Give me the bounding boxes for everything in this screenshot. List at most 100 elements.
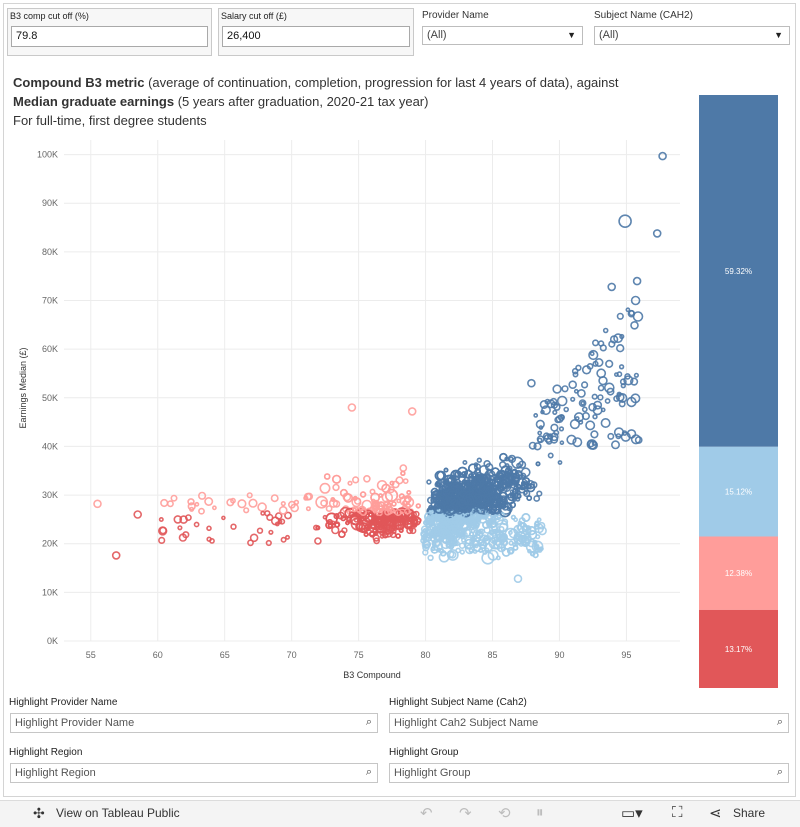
scatter-point[interactable] xyxy=(546,399,556,409)
scatter-point[interactable] xyxy=(453,503,462,512)
scatter-point[interactable] xyxy=(526,495,533,501)
scatter-point[interactable] xyxy=(451,527,457,533)
scatter-point[interactable] xyxy=(613,427,625,438)
scatter-point[interactable] xyxy=(490,521,498,528)
scatter-point[interactable] xyxy=(459,516,466,523)
scatter-point[interactable] xyxy=(204,496,214,506)
scatter-point[interactable] xyxy=(512,487,519,495)
scatter-point[interactable] xyxy=(448,496,457,505)
scatter-point[interactable] xyxy=(178,533,188,542)
scatter-point[interactable] xyxy=(537,430,543,436)
scatter-point[interactable] xyxy=(526,525,537,536)
scatter-point[interactable] xyxy=(398,527,404,533)
scatter-point[interactable] xyxy=(600,417,611,428)
scatter-point[interactable] xyxy=(386,517,397,528)
scatter-point[interactable] xyxy=(586,439,595,448)
scatter-point[interactable] xyxy=(369,531,376,538)
scatter-point[interactable] xyxy=(592,360,599,367)
scatter-point[interactable] xyxy=(256,527,264,534)
scatter-point[interactable] xyxy=(652,229,662,238)
scatter-point[interactable] xyxy=(158,526,168,536)
scatter-point[interactable] xyxy=(533,412,539,418)
scatter-point[interactable] xyxy=(466,506,473,513)
scatter-point[interactable] xyxy=(616,312,624,320)
scatter-point[interactable] xyxy=(630,320,639,330)
scatter-point[interactable] xyxy=(347,403,357,412)
scatter-point[interactable] xyxy=(630,434,642,445)
scatter-point[interactable] xyxy=(429,513,438,522)
scatter-point[interactable] xyxy=(633,372,640,378)
scatter-point[interactable] xyxy=(423,520,429,526)
scatter-point[interactable] xyxy=(626,396,637,408)
scatter-point[interactable] xyxy=(630,295,641,306)
scatter-point[interactable] xyxy=(430,545,439,554)
scatter-point[interactable] xyxy=(328,498,339,508)
scatter-point[interactable] xyxy=(179,515,188,524)
scatter-point[interactable] xyxy=(443,467,449,473)
scatter-point[interactable] xyxy=(658,151,667,161)
bar-segment[interactable] xyxy=(699,95,778,447)
scatter-point[interactable] xyxy=(540,409,545,415)
scatter-point[interactable] xyxy=(586,362,594,370)
scatter-point[interactable] xyxy=(473,504,479,510)
scatter-point[interactable] xyxy=(549,397,558,406)
scatter-point[interactable] xyxy=(438,528,448,537)
view-on-tableau-link[interactable]: View on Tableau Public xyxy=(56,806,180,820)
salary-cutoff-input[interactable]: 26,400 xyxy=(222,26,410,47)
scatter-point[interactable] xyxy=(455,488,460,494)
scatter-point[interactable] xyxy=(580,400,586,406)
scatter-point[interactable] xyxy=(397,509,406,519)
scatter-point[interactable] xyxy=(571,367,579,375)
scatter-point[interactable] xyxy=(442,535,451,545)
scatter-point[interactable] xyxy=(507,530,513,536)
scatter-point[interactable] xyxy=(589,351,595,357)
scatter-point[interactable] xyxy=(430,487,439,496)
scatter-point[interactable] xyxy=(539,546,544,552)
scatter-point[interactable] xyxy=(209,538,215,544)
scatter-point[interactable] xyxy=(623,375,634,386)
scatter-point[interactable] xyxy=(211,505,217,511)
redo-icon[interactable]: ↷ xyxy=(459,805,472,822)
scatter-point[interactable] xyxy=(574,416,580,421)
scatter-point[interactable] xyxy=(338,530,346,539)
scatter-point[interactable] xyxy=(592,414,598,420)
scatter-point[interactable] xyxy=(501,548,511,557)
scatter-point[interactable] xyxy=(535,461,541,467)
scatter-point[interactable] xyxy=(482,537,487,542)
scatter-point[interactable] xyxy=(326,518,334,526)
scatter-point[interactable] xyxy=(343,493,354,503)
scatter-point[interactable] xyxy=(575,364,582,371)
scatter-point[interactable] xyxy=(431,527,438,534)
scatter-point[interactable] xyxy=(534,520,540,526)
scatter-point[interactable] xyxy=(478,547,484,553)
scatter-point[interactable] xyxy=(615,344,625,353)
scatter-point[interactable] xyxy=(462,484,471,494)
scatter-point[interactable] xyxy=(265,539,272,547)
scatter-point[interactable] xyxy=(449,543,455,550)
scatter-point[interactable] xyxy=(482,521,490,529)
scatter-point[interactable] xyxy=(314,537,322,545)
scatter-point[interactable] xyxy=(535,419,545,429)
scatter-point[interactable] xyxy=(490,516,497,522)
scatter-point[interactable] xyxy=(533,544,540,551)
scatter-point[interactable] xyxy=(490,504,500,515)
scatter-point[interactable] xyxy=(588,349,599,361)
scatter-point[interactable] xyxy=(572,371,579,378)
scatter-point[interactable] xyxy=(237,499,247,509)
scatter-point[interactable] xyxy=(619,378,627,386)
scatter-point[interactable] xyxy=(436,495,442,501)
scatter-point[interactable] xyxy=(384,508,392,516)
scatter-point[interactable] xyxy=(468,473,474,479)
scatter-point[interactable] xyxy=(459,549,465,555)
scatter-point[interactable] xyxy=(173,515,183,524)
scatter-point[interactable] xyxy=(628,310,635,317)
scatter-point[interactable] xyxy=(521,477,531,486)
scatter-point[interactable] xyxy=(503,471,510,478)
scatter-point[interactable] xyxy=(553,403,561,411)
scatter-point[interactable] xyxy=(332,483,340,492)
scatter-point[interactable] xyxy=(359,491,367,498)
scatter-point[interactable] xyxy=(585,420,596,431)
scatter-point[interactable] xyxy=(133,510,142,519)
scatter-point[interactable] xyxy=(511,456,524,469)
scatter-point[interactable] xyxy=(399,464,408,472)
